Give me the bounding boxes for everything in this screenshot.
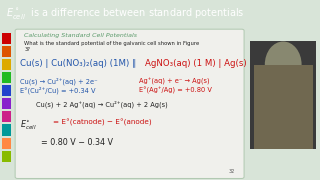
Bar — [2, 59, 11, 70]
Bar — [2, 46, 11, 57]
Text: Cu(s) | Cu(NO₃)₂(aq) (1M) ∥: Cu(s) | Cu(NO₃)₂(aq) (1M) ∥ — [20, 59, 136, 68]
Bar — [2, 85, 11, 96]
Text: = E°(catnode) − E°(anode): = E°(catnode) − E°(anode) — [52, 118, 151, 126]
Text: E°(Cu²⁺/Cu) = +0.34 V: E°(Cu²⁺/Cu) = +0.34 V — [20, 87, 95, 94]
Text: Cu(s) + 2 Ag⁺(aq) → Cu²⁺(aq) + 2 Ag(s): Cu(s) + 2 Ag⁺(aq) → Cu²⁺(aq) + 2 Ag(s) — [36, 101, 168, 108]
Text: AgNO₃(aq) (1 M) | Ag(s): AgNO₃(aq) (1 M) | Ag(s) — [145, 59, 246, 68]
Text: What is the standard potential of the galvanic cell shown in Figure: What is the standard potential of the ga… — [25, 41, 200, 46]
Bar — [2, 124, 11, 136]
Ellipse shape — [265, 41, 301, 88]
FancyBboxPatch shape — [15, 29, 244, 178]
Text: Ag⁺(aq) + e⁻ → Ag(s): Ag⁺(aq) + e⁻ → Ag(s) — [139, 78, 210, 85]
Bar — [254, 65, 313, 149]
Text: $E^{\circ}_{cell}$: $E^{\circ}_{cell}$ — [20, 118, 36, 132]
Text: E°(Ag⁺/Ag) = +0.80 V: E°(Ag⁺/Ag) = +0.80 V — [139, 87, 212, 94]
Text: 32: 32 — [228, 169, 235, 174]
Text: Calculating Standard Cell Potentials: Calculating Standard Cell Potentials — [25, 33, 138, 38]
Text: = 0.80 V − 0.34 V: = 0.80 V − 0.34 V — [41, 138, 113, 147]
Text: $E^\circ_{cell}$  is a difference between standard potentials: $E^\circ_{cell}$ is a difference between… — [6, 6, 245, 21]
Bar — [2, 111, 11, 122]
Text: 3?: 3? — [25, 47, 30, 52]
Bar — [2, 98, 11, 109]
Bar — [2, 138, 11, 149]
Bar — [2, 33, 11, 44]
Bar — [2, 151, 11, 162]
Text: Cu(s) → Cu²⁺(aq) + 2e⁻: Cu(s) → Cu²⁺(aq) + 2e⁻ — [20, 78, 97, 85]
Bar — [250, 42, 316, 149]
Bar — [2, 72, 11, 83]
